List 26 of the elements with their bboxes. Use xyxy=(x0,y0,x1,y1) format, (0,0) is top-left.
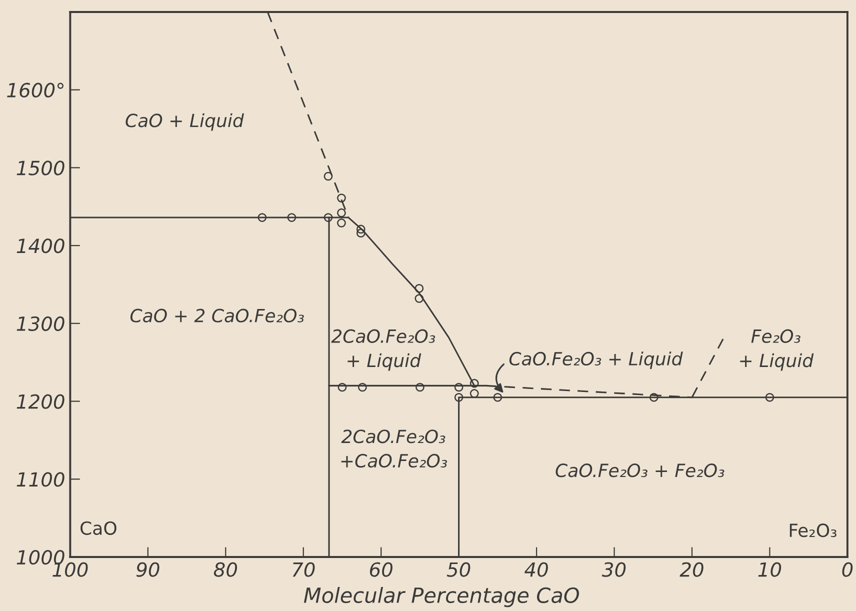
x-tick-label: 70 xyxy=(292,562,315,577)
x-tick-label: 10 xyxy=(758,562,782,577)
y-tick-label: 1400 xyxy=(16,238,64,254)
y-tick-label: 1200 xyxy=(16,394,64,409)
annotation: CaO + Liquid xyxy=(126,113,244,131)
annotation: CaO xyxy=(80,521,116,535)
x-tick-label: 40 xyxy=(524,562,548,577)
x-tick-label: 50 xyxy=(446,562,470,577)
annotation: CaO + 2 CaO.Fe₂O₃ xyxy=(130,308,304,322)
x-tick-label: 0 xyxy=(842,562,853,577)
annotation: Fe₂O₃ xyxy=(790,524,836,538)
x-tick-label: 30 xyxy=(602,562,626,577)
y-tick-label: 1300 xyxy=(16,316,64,332)
x-tick-label: 90 xyxy=(136,562,160,577)
annotation: 2CaO.Fe₂O₃ +CaO.Fe₂O₃ xyxy=(341,430,448,468)
x-tick-label: 80 xyxy=(214,562,238,577)
annotation: CaO.Fe₂O₃ + Fe₂O₃ xyxy=(556,464,724,478)
y-tick-label: 1100 xyxy=(16,472,64,487)
annotation: 2CaO.Fe₂O₃ + Liquid xyxy=(331,329,436,371)
x-axis-title: Molecular Percentage CaO xyxy=(304,586,579,608)
y-tick-label: 1600° xyxy=(7,82,64,98)
x-tick-label: 20 xyxy=(680,562,704,577)
x-tick-label: 60 xyxy=(370,562,392,577)
annotation: CaO.Fe₂O₃ + Liquid xyxy=(509,352,683,370)
annotation: Fe₂O₃ + Liquid xyxy=(740,329,814,371)
y-tick-label: 1500 xyxy=(16,160,64,176)
